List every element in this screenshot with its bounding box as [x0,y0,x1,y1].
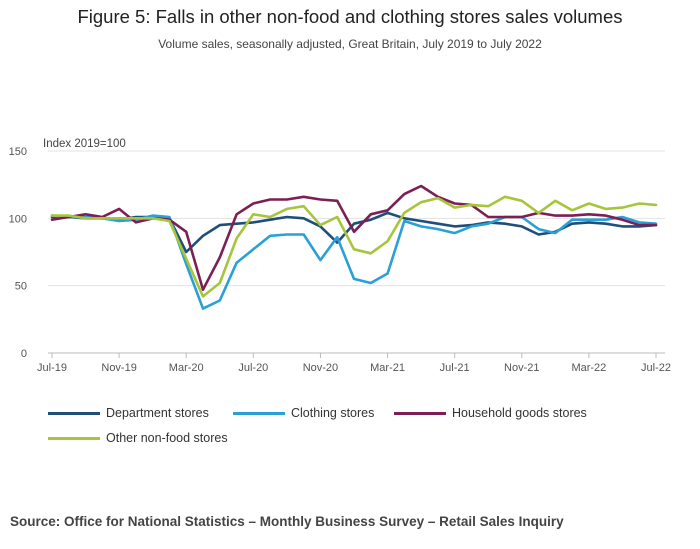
legend-label-clothing-stores: Clothing stores [291,406,375,420]
x-tick-label-Jul-21: Jul-21 [440,362,470,374]
legend-label-household-goods-stores: Household goods stores [452,406,587,420]
y-axis-label: Index 2019=100 [43,138,126,150]
series-line-clothing-stores [50,214,658,310]
line-chart: Index 2019=100 0 50 100 150 Jul-19 Nov-19 Mar… [9,138,671,374]
legend-label-other-non-food-stores: Other non-food stores [106,431,228,445]
x-tick-label-Mar-22: Mar-22 [571,362,606,374]
legend-item-clothing-stores: Clothing stores [233,406,374,420]
legend-swatch-household-goods-stores [394,411,446,415]
x-tick-label-Jul-20: Jul-20 [238,362,268,374]
x-tick-label-Nov-21: Nov-21 [504,362,539,374]
y-tick-label-0: 0 [21,348,27,360]
source-note: Source: Office for National Statistics –… [10,514,564,529]
legend-swatch-department-stores [48,411,100,415]
series-line-other-non-food-stores [50,195,658,298]
x-tick-label-Nov-20: Nov-20 [303,362,338,374]
chart-title: Figure 5: Falls in other non-food and cl… [77,6,623,27]
legend-swatch-clothing-stores [233,411,285,415]
y-tick-label-50: 50 [15,281,27,293]
legend-item-other-non-food-stores: Other non-food stores [48,431,228,445]
legend-item-household-goods-stores: Household goods stores [394,406,587,420]
x-tick-label-Mar-20: Mar-20 [169,362,204,374]
legend-swatch-other-non-food-stores [48,436,100,440]
y-tick-label-150: 150 [9,146,27,158]
series-line-household-goods-stores [50,184,658,291]
y-tick-label-100: 100 [9,213,27,225]
legend-item-department-stores: Department stores [48,406,209,420]
x-tick-label-Mar-21: Mar-21 [370,362,405,374]
chart-subtitle: Volume sales, seasonally adjusted, Great… [158,37,542,51]
x-tick-label-Jul-22: Jul-22 [641,362,671,374]
x-tick-label-Nov-19: Nov-19 [101,362,136,374]
x-tick-label-Jul-19: Jul-19 [37,362,67,374]
legend-label-department-stores: Department stores [106,406,209,420]
